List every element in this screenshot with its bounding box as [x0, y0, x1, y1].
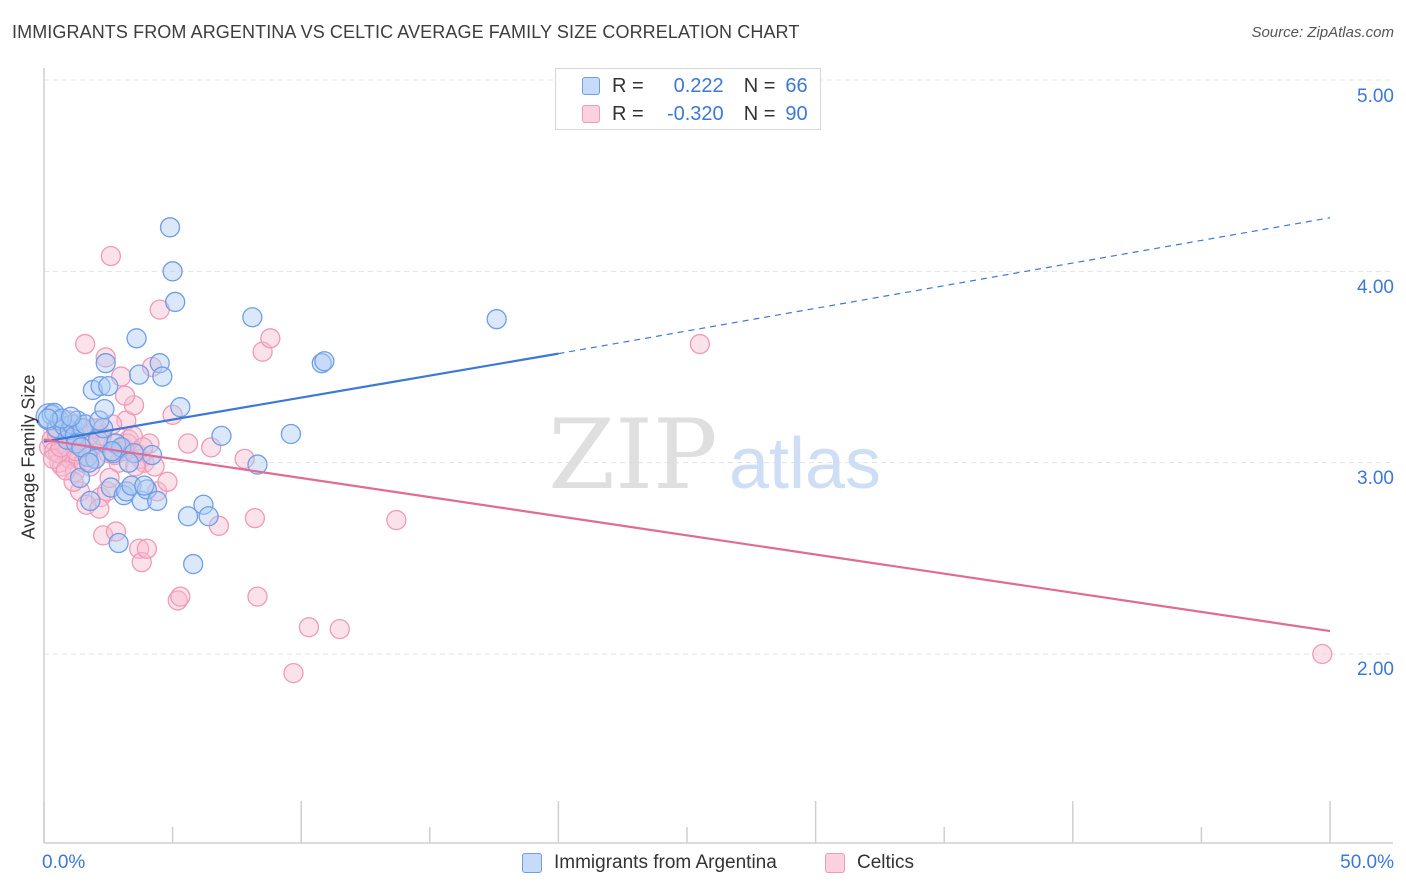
legend-r-value: 0.222 — [673, 74, 724, 97]
celtics-point — [177, 433, 199, 454]
bottom-legend-label: Celtics — [857, 852, 915, 873]
argentina-point — [131, 490, 152, 512]
x-tick-max: 50.0% — [1340, 852, 1394, 873]
argentina-point — [211, 425, 232, 447]
argentina-point — [118, 452, 140, 473]
argentina-point — [89, 410, 110, 431]
argentina-point — [314, 351, 335, 372]
argentina-point — [80, 490, 101, 512]
argentina-point — [129, 364, 150, 385]
celtics-point — [136, 538, 158, 559]
argentina-point — [98, 375, 119, 397]
celtics-point — [1312, 643, 1333, 665]
celtics-point — [283, 662, 304, 684]
source-label: Source: ZipAtlas.com — [1251, 24, 1394, 41]
bottom-legend-celtics: Celtics — [825, 852, 914, 874]
celtics-point — [63, 471, 84, 492]
celtics-point — [75, 333, 96, 355]
argentina-point — [37, 408, 59, 429]
celtics-point — [244, 508, 266, 529]
celtics-point — [76, 494, 97, 515]
x-tick-min: 0.0% — [42, 852, 86, 873]
argentina-trend-extension — [558, 217, 1331, 355]
bottom-legend-label: Immigrants from Argentina — [554, 852, 777, 873]
argentina-point — [94, 398, 115, 420]
celtics-point — [298, 617, 320, 638]
celtics-point — [201, 437, 222, 458]
argentina-point — [152, 366, 173, 387]
celtics-trend-line — [43, 438, 1331, 633]
legend-row-celtics: R = -0.320 N = 90 — [556, 100, 808, 128]
y-tick-5: 5.00 — [1357, 86, 1394, 107]
celtics-point — [260, 328, 281, 349]
celtics-point — [157, 471, 178, 492]
argentina-point — [193, 494, 214, 515]
chart-title: IMMIGRANTS FROM ARGENTINA VS CELTIC AVER… — [12, 22, 800, 42]
bottom-legend-swatch-blue — [522, 853, 542, 873]
legend-row-argentina: R = 0.222 N = 66 — [556, 72, 808, 100]
celtics-point — [689, 333, 711, 355]
argentina-point — [126, 328, 147, 349]
argentina-point — [147, 490, 168, 512]
argentina-point — [162, 261, 183, 282]
argentina-point — [108, 532, 129, 554]
argentina-point — [177, 506, 199, 527]
celtics-point — [73, 452, 95, 473]
argentina-point — [95, 353, 116, 374]
argentina-point — [247, 454, 268, 475]
grid-lines — [44, 79, 1393, 655]
y-tick-3: 3.00 — [1357, 468, 1394, 489]
celtics-point — [95, 347, 116, 368]
argentina-point — [134, 475, 155, 496]
argentina-point — [159, 217, 181, 238]
argentina-point — [183, 553, 204, 575]
celtics-point — [329, 618, 350, 640]
legend-n-value: 90 — [785, 102, 808, 125]
argentina-point — [170, 397, 191, 418]
correlation-legend: R = 0.222 N = 66 R = -0.320 N = 90 — [555, 68, 821, 130]
celtics-point — [247, 586, 268, 607]
argentina-point — [60, 406, 82, 427]
legend-swatch-blue — [582, 77, 600, 95]
watermark: ZIP atlas — [548, 399, 881, 511]
celtics-point — [131, 552, 152, 573]
legend-r-label: R = — [612, 74, 644, 97]
argentina-point — [242, 307, 263, 328]
y-axis-label: Average Family Size — [18, 374, 39, 540]
watermark-atlas: atlas — [729, 424, 881, 504]
bottom-legend-argentina: Immigrants from Argentina — [522, 852, 777, 874]
celtics-point — [386, 509, 407, 531]
legend-r-label: R = — [612, 102, 644, 125]
celtics-point — [167, 590, 188, 611]
argentina-point — [486, 309, 507, 330]
watermark-zip: ZIP — [548, 399, 717, 511]
celtics-point — [170, 586, 191, 607]
argentina-point — [78, 452, 100, 473]
y-tick-4: 4.00 — [1357, 277, 1394, 298]
argentina-point — [69, 467, 91, 489]
legend-n-label: N = — [743, 74, 776, 97]
argentina-point — [90, 375, 111, 397]
legend-swatch-pink — [582, 105, 600, 123]
trend-lines — [43, 217, 1331, 633]
celtics-point — [234, 448, 255, 469]
argentina-point — [198, 506, 219, 527]
celtics-point — [100, 245, 122, 267]
legend-r-value: -0.320 — [666, 102, 724, 125]
legend-n-label: N = — [743, 102, 776, 125]
argentina-point — [100, 477, 122, 498]
celtics-point — [114, 385, 136, 406]
argentina-point — [136, 479, 158, 500]
legend-n-value: 66 — [785, 74, 808, 97]
argentina-point — [280, 423, 302, 445]
celtics-point — [42, 448, 64, 469]
argentina-trend-line — [43, 352, 559, 443]
bottom-legend-swatch-pink — [825, 853, 845, 873]
argentina-point — [165, 291, 186, 313]
y-tick-2: 2.00 — [1357, 659, 1394, 680]
